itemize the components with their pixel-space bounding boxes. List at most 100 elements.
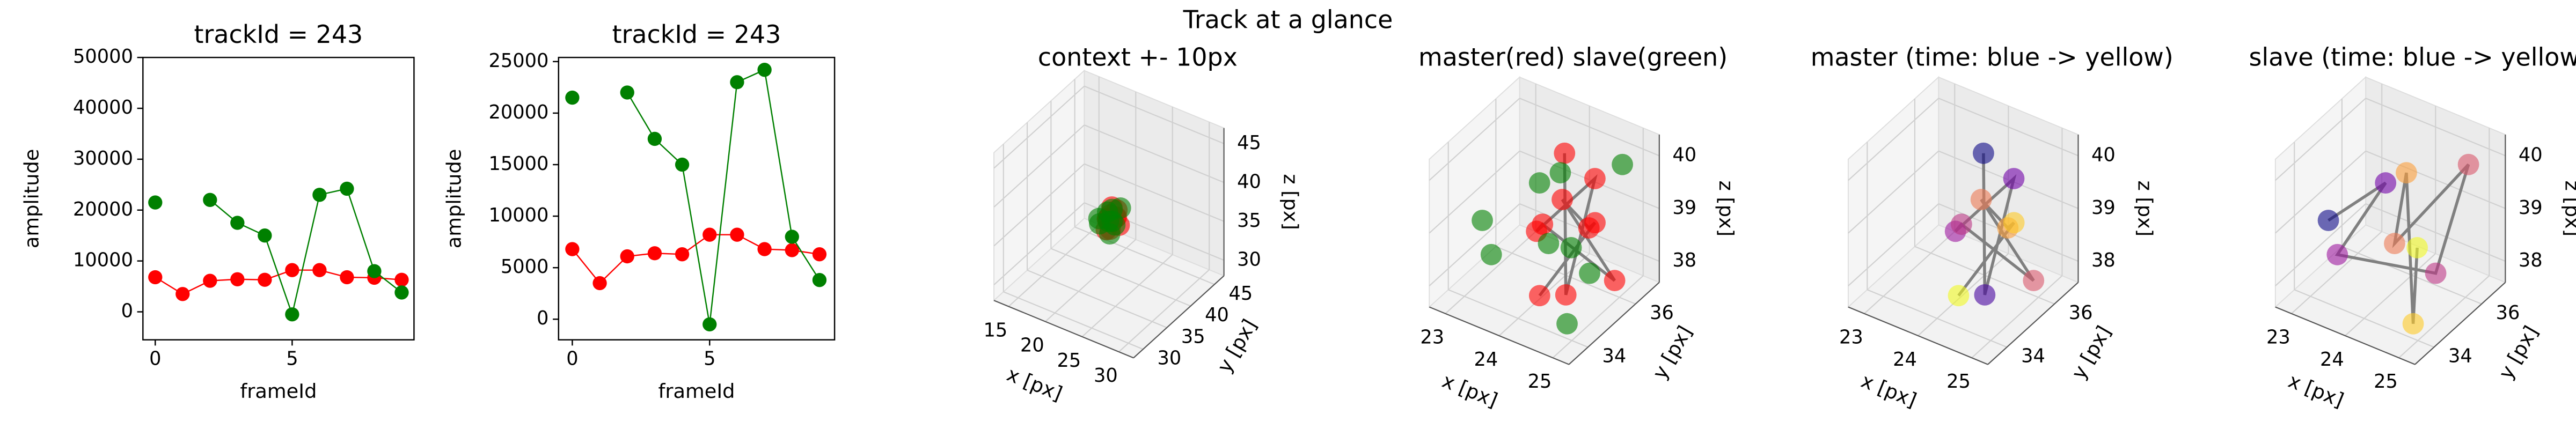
grid-line (1519, 98, 1660, 157)
chart-title: master (time: blue -> yellow) (1811, 43, 2174, 72)
y-tick-label: 36 (1650, 302, 1674, 324)
z-tick-label: 39 (2091, 197, 2116, 219)
chart-title: context +- 10px (1038, 43, 1238, 72)
y-axis-label: amplitude (442, 149, 465, 249)
x-tick-label: 25 (1528, 371, 1552, 393)
x-axis-label: x [px] (1858, 369, 1920, 412)
point (1584, 212, 1606, 234)
grid-line (1552, 275, 1644, 359)
point (730, 75, 744, 90)
grid-line (2398, 275, 2490, 359)
y-tick-label: 25000 (489, 50, 549, 72)
point (258, 228, 272, 243)
x-tick-label: 23 (2266, 327, 2290, 349)
point (285, 263, 299, 277)
y-axis-label: y [px] (1648, 322, 1697, 383)
y-tick-label: 34 (2021, 345, 2045, 367)
y-tick-label: 20000 (73, 198, 133, 220)
y-tick-label: 36 (2496, 302, 2520, 324)
grid-line (1848, 150, 1939, 234)
y-tick-label: 34 (1602, 345, 1627, 367)
grid-line (1864, 231, 1955, 314)
point (1554, 142, 1576, 164)
y-tick-label: 30000 (73, 147, 133, 169)
z-axis-label: z [px] (2560, 180, 2576, 236)
axis-line (1429, 306, 1569, 365)
z-tick-label: 35 (1237, 210, 1261, 232)
point (2396, 162, 2417, 184)
point (2457, 153, 2479, 175)
y-tick-label: 40000 (73, 97, 133, 119)
point (592, 276, 607, 291)
x-tick-label: 5 (286, 347, 298, 369)
point (1948, 285, 1970, 307)
point (1528, 285, 1550, 307)
point (1612, 153, 1633, 175)
point (1472, 210, 1493, 231)
axis-line (2414, 282, 2506, 365)
point (148, 270, 163, 285)
grid-line (1045, 239, 1136, 322)
point (340, 270, 354, 285)
grid-line (1867, 289, 2007, 348)
grid-line (1050, 248, 1191, 307)
point (340, 181, 354, 196)
grid-line (1429, 150, 1520, 234)
point (1973, 142, 1994, 164)
point (1101, 210, 1123, 232)
point (394, 272, 409, 287)
point (1974, 284, 1996, 306)
grid-line (2365, 203, 2506, 262)
point (1556, 313, 1578, 335)
grid-line (1084, 85, 1225, 144)
point (565, 242, 580, 256)
plot-frame (142, 56, 415, 341)
point (620, 85, 634, 100)
point (2003, 212, 2025, 234)
grid-line (1118, 269, 1210, 352)
point (785, 243, 799, 257)
point (1584, 168, 1606, 189)
x-tick-label: 24 (1474, 349, 1498, 371)
z-axis-label: z [px] (1279, 174, 1302, 230)
axis-line (1133, 275, 1225, 359)
grid-line (993, 163, 1085, 247)
grid-line (1938, 98, 2079, 157)
y-tick-label: 30 (1158, 347, 1182, 369)
point (258, 272, 272, 287)
x-tick-label: 20 (1020, 335, 1044, 357)
grid-line (2291, 231, 2382, 314)
grid-line (1429, 203, 1520, 286)
point (203, 193, 217, 207)
x-tick-label: 24 (2320, 349, 2344, 371)
z-tick-label: 38 (2091, 249, 2116, 271)
grid-line (993, 124, 1085, 208)
grid-line (1084, 124, 1225, 183)
point (312, 263, 327, 277)
point (1538, 233, 1560, 254)
y-tick-label: 0 (537, 307, 548, 329)
chart-title: master(red) slave(green) (1418, 43, 1728, 72)
z-tick-label: 39 (1672, 197, 1696, 219)
y-axis-label: y [px] (2067, 322, 2116, 383)
plot-frame (558, 56, 836, 341)
z-tick-label: 39 (2519, 197, 2543, 219)
chart-title: slave (time: blue -> yellow) (2249, 43, 2576, 72)
y-tick-label: 15000 (489, 153, 549, 175)
point (285, 307, 299, 322)
point (757, 242, 772, 256)
x-tick-label: 15 (984, 319, 1008, 341)
x-tick-label: 23 (1420, 327, 1444, 349)
grid-line (2275, 98, 2366, 181)
y-tick-label: 10000 (73, 249, 133, 271)
grid-line (1848, 203, 1939, 286)
x-tick-label: 0 (149, 347, 161, 369)
point (2317, 210, 2339, 231)
x-axis-label: x [px] (2285, 369, 2347, 412)
point (1950, 213, 1972, 235)
y-axis-label: amplitude (20, 149, 43, 249)
y-tick-label: 34 (2448, 345, 2472, 367)
point (1560, 236, 1582, 258)
point (647, 131, 662, 146)
x-axis-label: x [px] (1004, 363, 1065, 405)
